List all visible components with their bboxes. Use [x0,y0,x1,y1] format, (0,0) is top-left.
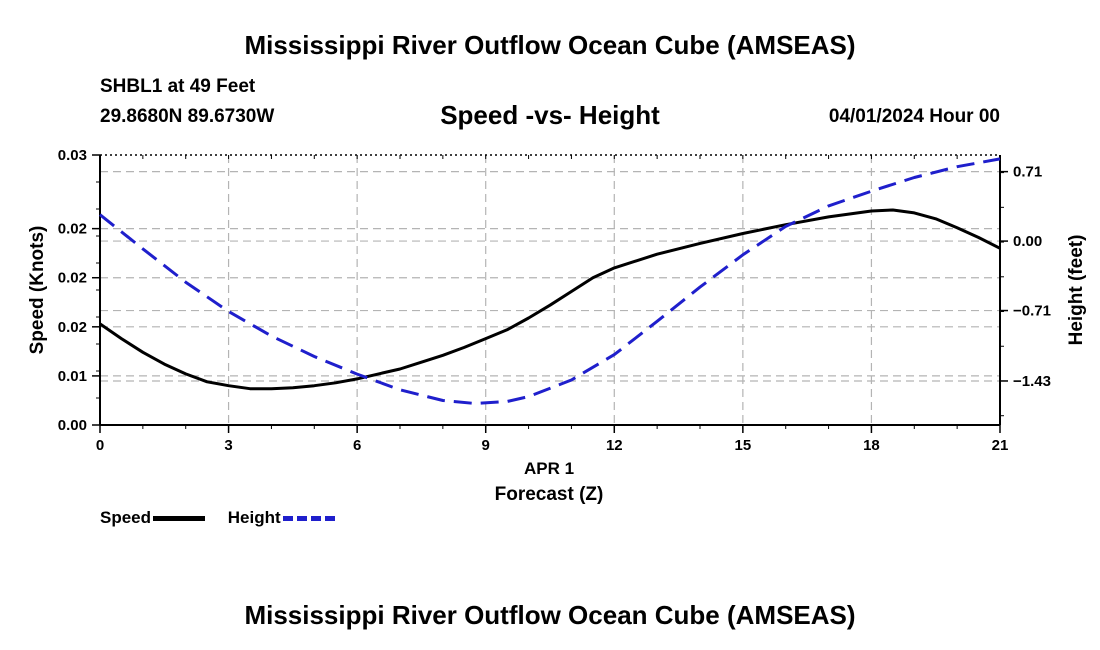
legend-label-speed: Speed [100,508,152,527]
y2-axis-label: Height (feet) [1066,235,1087,346]
x-tick-label: 15 [735,437,752,454]
y-tick-label: 0.03 [58,147,87,164]
y2-tick-label: 0.00 [1013,233,1042,250]
station-coordinates: 29.8680N 89.6730W [100,106,275,127]
x-axis-date-label: APR 1 [524,459,574,478]
legend-label-height: Height [227,508,281,527]
legend-swatch-height [282,515,335,521]
y-axis-label: Speed (Knots) [27,226,48,355]
ticks: 0 3 6 9 12 15 18 21 0.00 0.01 0.02 0.02 0.02 0.03 0.71… [58,147,1051,454]
axes [99,154,1001,426]
x-tick-label: 12 [606,437,623,454]
y2-tick-label: −0.71 [1013,303,1051,320]
height-series-line [99,157,1001,405]
y-tick-label: 0.02 [58,221,87,238]
chart-title: Mississippi River Outflow Ocean Cube (AM… [244,30,856,60]
y-tick-label: 0.02 [58,319,87,336]
series-layer [99,157,1001,405]
x-tick-label: 21 [992,437,1009,454]
station-label: SHBL1 at 49 Feet [100,76,256,97]
y-tick-label: 0.01 [58,368,87,385]
forecast-datetime: 04/01/2024 Hour 00 [828,106,1000,127]
chart-subtitle: Speed -vs- Height [440,100,660,130]
legend: Speed Height [100,508,353,528]
legend-item-speed: Speed [100,508,206,528]
grid [100,155,1000,425]
x-axis-label: Forecast (Z) [495,484,604,505]
y2-tick-label: −1.43 [1013,373,1051,390]
speed-series-line [99,208,1001,391]
x-tick-label: 3 [224,437,232,454]
chart-canvas: 0 3 6 9 12 15 18 21 0.00 0.01 0.02 0.02 0.02 0.03 0.71… [27,147,1087,505]
y2-tick-label: 0.71 [1013,164,1042,181]
x-tick-label: 9 [482,437,490,454]
x-tick-label: 6 [353,437,361,454]
y-tick-label: 0.00 [58,417,87,434]
x-tick-label: 18 [863,437,880,454]
legend-swatch-speed [153,515,206,521]
x-tick-label: 0 [96,437,104,454]
y-tick-label: 0.02 [58,270,87,287]
legend-item-height: Height [228,508,335,528]
footer-title: Mississippi River Outflow Ocean Cube (AM… [244,600,856,630]
